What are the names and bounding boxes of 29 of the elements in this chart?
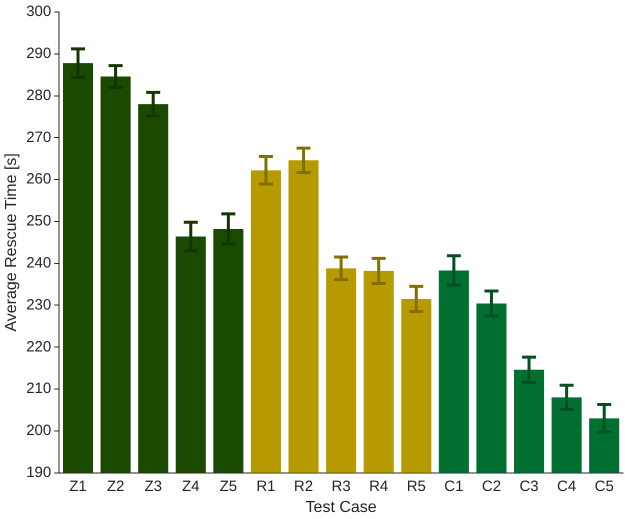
y-tick-label: 200 xyxy=(26,422,52,440)
y-axis-title: Average Rescue Time [s] xyxy=(3,153,20,332)
x-tick-label: Z4 xyxy=(182,478,200,495)
x-axis-title: Test Case xyxy=(306,498,377,516)
x-tick-label: C3 xyxy=(519,478,539,495)
y-tick-label: 290 xyxy=(26,45,52,62)
y-tick-label: 280 xyxy=(26,86,52,104)
x-tick-label: R2 xyxy=(294,478,314,495)
y-tick-label: 190 xyxy=(26,464,52,481)
y-tick-label: 260 xyxy=(26,170,52,188)
x-tick-label: C1 xyxy=(444,478,464,495)
y-tick-label: 230 xyxy=(26,296,52,314)
y-tick-label: 240 xyxy=(26,254,52,272)
x-tick-label: Z5 xyxy=(220,478,238,495)
x-tick-label: C5 xyxy=(594,478,614,495)
y-tick-label: 250 xyxy=(26,212,52,230)
x-tick-label: Z1 xyxy=(69,478,87,495)
y-tick-label: 300 xyxy=(26,3,52,20)
x-tick-label: C2 xyxy=(482,478,502,495)
x-tick-label: Z3 xyxy=(144,478,162,495)
x-tick-label: R5 xyxy=(406,478,426,495)
x-tick-label: R3 xyxy=(332,478,351,495)
y-tick-label: 220 xyxy=(26,338,52,356)
x-tick-label: R1 xyxy=(256,478,276,495)
x-tick-label: R4 xyxy=(369,478,388,495)
y-tick-label: 210 xyxy=(26,380,52,398)
x-tick-label: Z2 xyxy=(106,478,124,495)
y-tick-label: 270 xyxy=(26,128,52,146)
x-tick-label: C4 xyxy=(557,478,576,495)
